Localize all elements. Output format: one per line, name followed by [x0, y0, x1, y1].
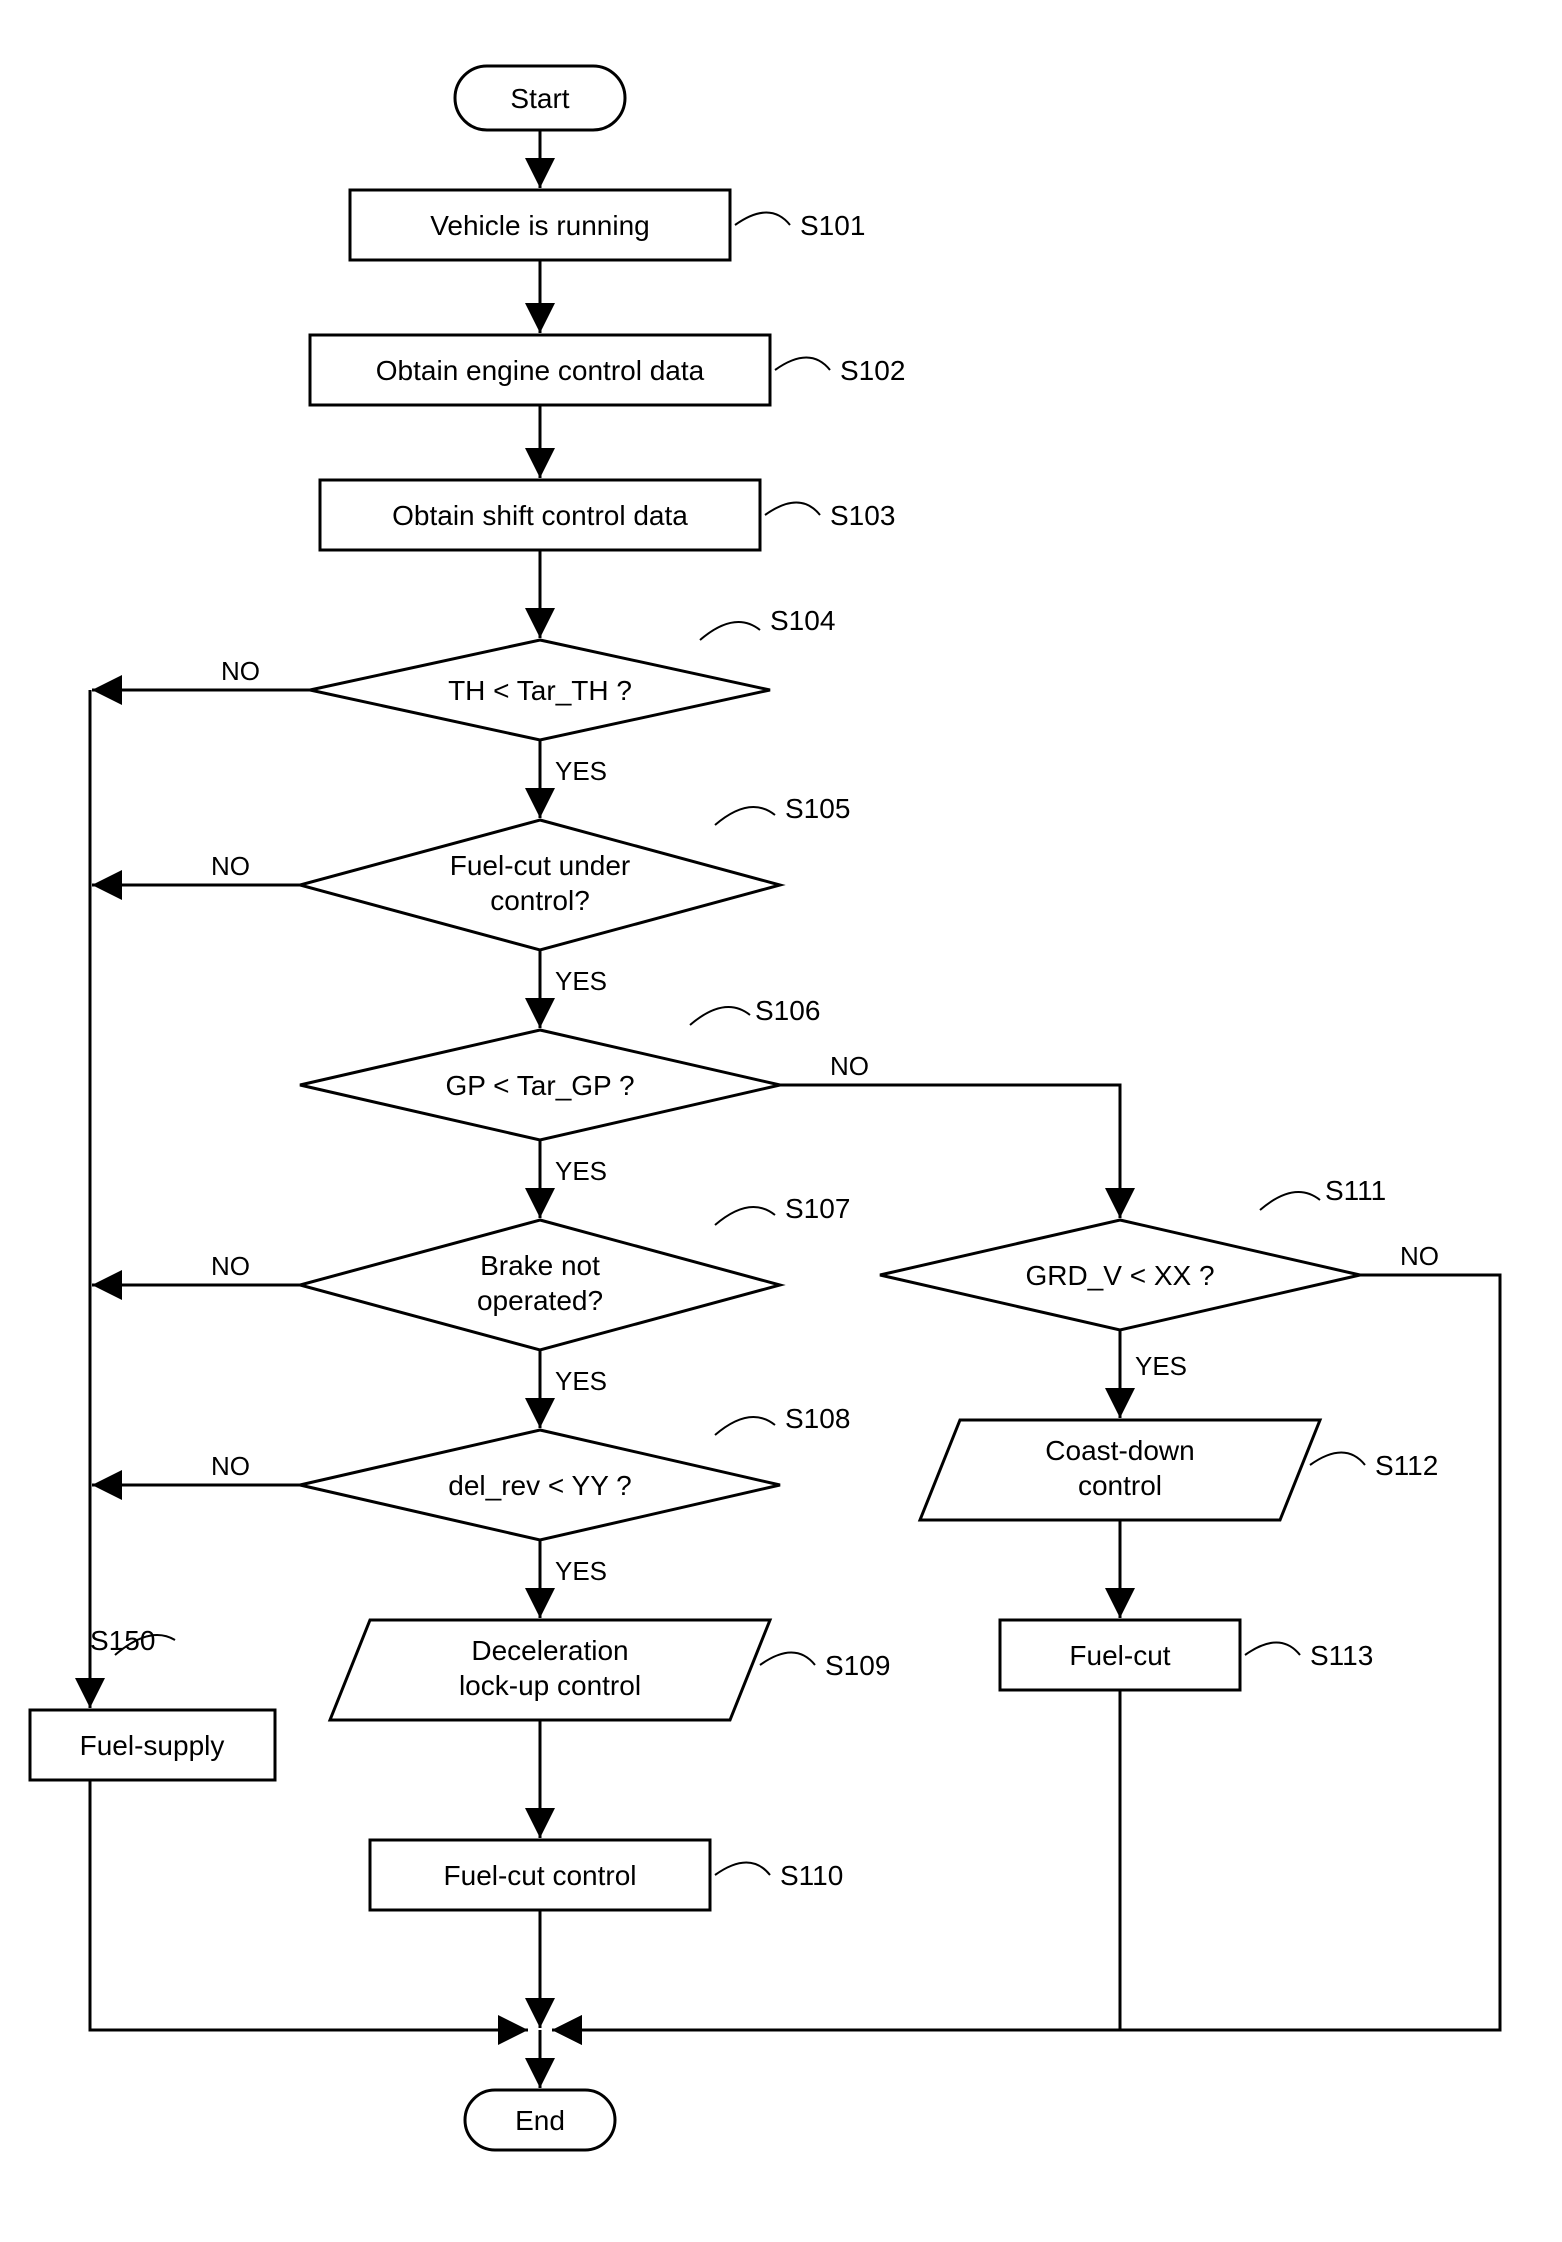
- s104-text: TH < Tar_TH ?: [448, 675, 632, 706]
- s107-no: NO: [211, 1251, 250, 1281]
- node-s103: Obtain shift control data: [320, 480, 760, 550]
- s108-no: NO: [211, 1451, 250, 1481]
- node-s102: Obtain engine control data: [310, 335, 770, 405]
- s107-text1: Brake not: [480, 1250, 600, 1281]
- node-s101: Vehicle is running: [350, 190, 730, 260]
- node-s111: GRD_V < XX ?: [880, 1220, 1360, 1330]
- s110-text: Fuel-cut control: [444, 1860, 637, 1891]
- s102-text: Obtain engine control data: [376, 355, 705, 386]
- s105-text1: Fuel-cut under: [450, 850, 631, 881]
- s104-tag: S104: [770, 605, 835, 636]
- s113-tag: S113: [1310, 1640, 1373, 1671]
- node-s105: Fuel-cut under control?: [300, 820, 780, 950]
- s109-text1: Deceleration: [471, 1635, 628, 1666]
- node-s110: Fuel-cut control: [370, 1840, 710, 1910]
- s101-text: Vehicle is running: [430, 210, 649, 241]
- s150-tag: S150: [90, 1625, 155, 1656]
- node-s107: Brake not operated?: [300, 1220, 780, 1350]
- s103-tag: S103: [830, 500, 895, 531]
- s107-tag: S107: [785, 1193, 850, 1224]
- s111-no: NO: [1400, 1241, 1439, 1271]
- s111-yes: YES: [1135, 1351, 1187, 1381]
- s108-yes: YES: [555, 1556, 607, 1586]
- node-s150: Fuel-supply: [30, 1710, 275, 1780]
- end-label: End: [515, 2105, 565, 2136]
- s106-text: GP < Tar_GP ?: [445, 1070, 634, 1101]
- s109-tag: S109: [825, 1650, 890, 1681]
- s108-tag: S108: [785, 1403, 850, 1434]
- node-s112: Coast-down control: [920, 1420, 1320, 1520]
- node-end: End: [465, 2090, 615, 2150]
- s111-tag: S111: [1325, 1175, 1386, 1206]
- s112-text2: control: [1078, 1470, 1162, 1501]
- s107-text2: operated?: [477, 1285, 603, 1316]
- s106-tag: S106: [755, 995, 820, 1026]
- s113-text: Fuel-cut: [1069, 1640, 1170, 1671]
- node-s104: TH < Tar_TH ?: [310, 640, 770, 740]
- node-s113: Fuel-cut: [1000, 1620, 1240, 1690]
- s150-text: Fuel-supply: [80, 1730, 225, 1761]
- s104-yes: YES: [555, 756, 607, 786]
- s107-yes: YES: [555, 1366, 607, 1396]
- node-s106: GP < Tar_GP ?: [300, 1030, 780, 1140]
- start-label: Start: [510, 83, 569, 114]
- node-s109: Deceleration lock-up control: [330, 1620, 770, 1720]
- s112-text1: Coast-down: [1045, 1435, 1194, 1466]
- s110-tag: S110: [780, 1860, 843, 1891]
- node-s108: del_rev < YY ?: [300, 1430, 780, 1540]
- s105-yes: YES: [555, 966, 607, 996]
- s103-text: Obtain shift control data: [392, 500, 688, 531]
- s106-yes: YES: [555, 1156, 607, 1186]
- s111-text: GRD_V < XX ?: [1025, 1260, 1214, 1291]
- s106-no: NO: [830, 1051, 869, 1081]
- s101-tag: S101: [800, 210, 865, 241]
- s102-tag: S102: [840, 355, 905, 386]
- s105-no: NO: [211, 851, 250, 881]
- node-start: Start: [455, 66, 625, 130]
- flowchart-diagram: Start Vehicle is running S101 Obtain eng…: [0, 0, 1562, 2242]
- s104-no: NO: [221, 656, 260, 686]
- s105-tag: S105: [785, 793, 850, 824]
- s108-text: del_rev < YY ?: [448, 1470, 631, 1501]
- s105-text2: control?: [490, 885, 590, 916]
- s112-tag: S112: [1375, 1450, 1438, 1481]
- s109-text2: lock-up control: [459, 1670, 641, 1701]
